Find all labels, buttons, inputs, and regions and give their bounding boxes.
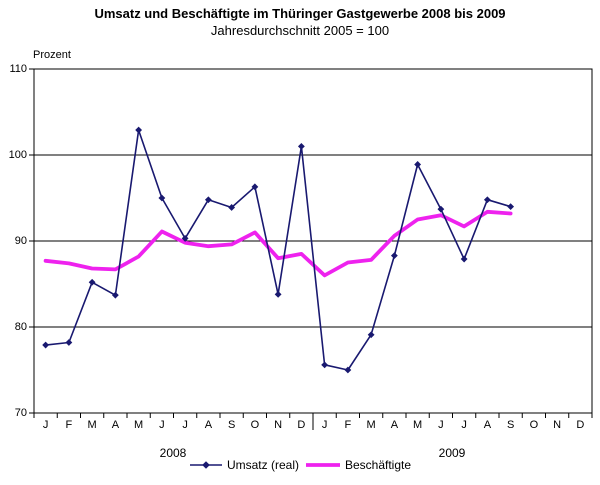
x-tick-label: M (134, 419, 144, 431)
y-tick-label: 110 (9, 62, 27, 75)
x-tick-label: M (366, 419, 376, 431)
legend-label-umsatz: Umsatz (real) (226, 458, 299, 472)
x-tick-label: A (483, 419, 492, 431)
y-axis-unit-label: Prozent (33, 49, 71, 61)
x-tick-label: O (529, 419, 539, 431)
x-tick-label: A (390, 419, 399, 431)
data-point-marker (42, 341, 50, 349)
x-tick-label: S (227, 419, 236, 431)
data-point-marker (321, 361, 329, 369)
y-tick-label: 80 (14, 320, 27, 333)
umsatz-line-sample-icon (189, 461, 222, 469)
year-label-2009: 2009 (438, 446, 466, 460)
data-point-marker (460, 255, 468, 263)
data-point-marker (158, 194, 166, 202)
y-tick-label: 100 (8, 148, 27, 161)
series-line-umsatz (44, 129, 512, 371)
data-point-marker (437, 205, 445, 213)
x-tick-label: S (506, 419, 515, 431)
x-tick-label: A (111, 419, 120, 431)
legend: Umsatz (real) Beschäftigte (0, 458, 600, 472)
chart-subtitle: Jahresdurchschnitt 2005 = 100 (210, 23, 390, 38)
data-point-marker (344, 366, 352, 374)
x-tick-label: N (553, 419, 562, 431)
data-point-marker (251, 183, 259, 191)
data-point-marker (274, 290, 282, 298)
series-line-beschaeftigte (43, 209, 513, 278)
data-point-marker (483, 196, 491, 204)
x-tick-label: J (461, 419, 467, 431)
x-tick-label: J (42, 419, 49, 431)
data-point-marker (204, 196, 212, 204)
x-tick-label: D (576, 419, 585, 431)
data-point-marker (228, 204, 236, 211)
x-tick-label: N (274, 419, 283, 431)
x-tick-label: A (204, 419, 213, 431)
data-point-marker (135, 126, 143, 134)
data-point-marker (414, 161, 422, 168)
x-tick-label: F (344, 419, 352, 431)
x-tick-label: J (321, 419, 328, 431)
x-tick-label: J (438, 419, 444, 431)
x-tick-label: J (159, 419, 165, 431)
data-point-marker (111, 291, 119, 299)
legend-item-beschaeftigte: Beschäftigte (305, 458, 411, 472)
x-tick-label: J (182, 419, 188, 431)
y-tick-label: 90 (14, 234, 27, 247)
data-point-marker (181, 235, 189, 242)
x-tick-label: O (250, 419, 260, 431)
chart-title: Umsatz und Beschäftigte im Thüringer Gas… (94, 6, 506, 21)
x-tick-label: M (413, 419, 423, 431)
data-point-marker (367, 331, 375, 339)
beschaeftigte-line-sample-icon (305, 463, 340, 467)
data-point-marker (507, 203, 515, 210)
legend-label-beschaeftigte: Beschäftigte (344, 458, 412, 472)
x-tick-label: F (65, 419, 73, 431)
data-point-marker (65, 339, 73, 346)
y-tick-label: 70 (14, 406, 27, 419)
x-tick-label: M (87, 419, 97, 431)
x-tick-label: D (297, 419, 306, 431)
year-label-2008: 2008 (159, 446, 187, 460)
data-point-marker (297, 143, 305, 150)
legend-item-umsatz: Umsatz (real) (189, 458, 299, 472)
data-point-marker (390, 252, 398, 260)
data-point-marker (88, 278, 96, 286)
